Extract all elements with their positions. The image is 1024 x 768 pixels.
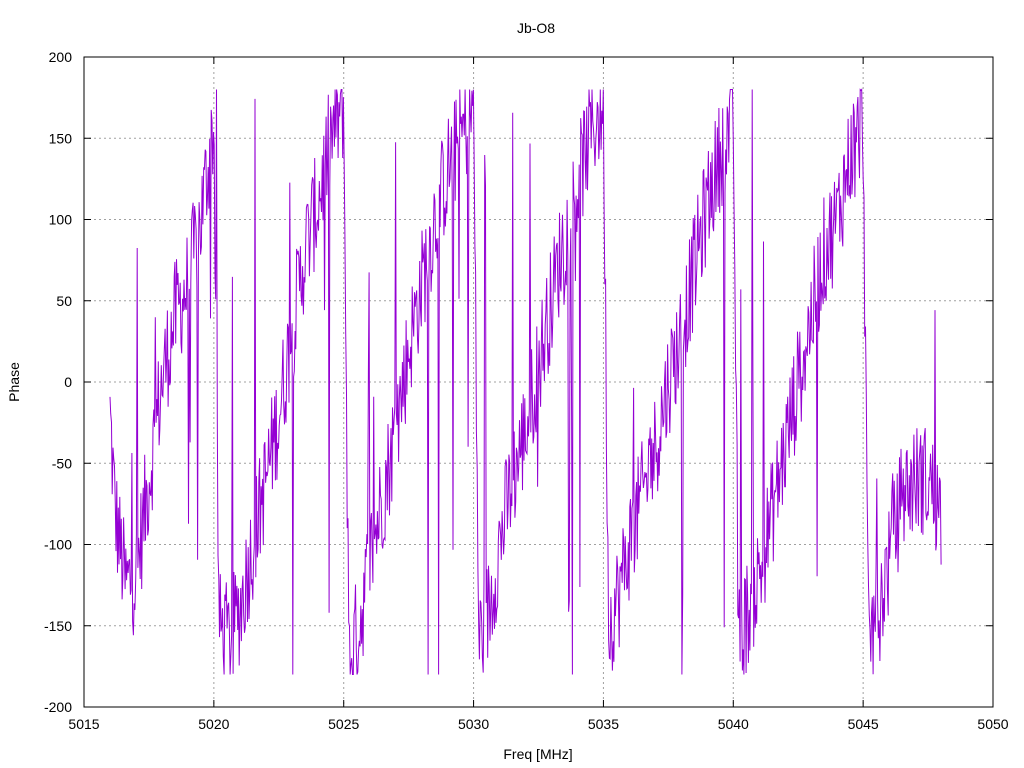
y-tick-label: -150 xyxy=(44,618,72,634)
chart-title: Jb-O8 xyxy=(517,20,555,36)
y-tick-label: 150 xyxy=(49,130,73,146)
series-layer xyxy=(109,88,942,675)
x-tick-label: 5015 xyxy=(68,716,99,732)
axis-ticks: 5015 5020 5025 5030 5035 5040 5045 5050 -200 -150… xyxy=(44,49,1009,732)
y-tick-label: -100 xyxy=(44,537,72,553)
y-axis-label: Phase xyxy=(6,362,22,402)
x-tick-label: 5045 xyxy=(848,716,879,732)
grid-lines xyxy=(84,57,993,707)
x-tick-label: 5020 xyxy=(198,716,229,732)
x-tick-label: 5035 xyxy=(588,716,619,732)
x-tick-label: 5040 xyxy=(718,716,749,732)
phase-series-line xyxy=(109,88,942,675)
x-tick-label: 5050 xyxy=(977,716,1008,732)
y-tick-label: 50 xyxy=(56,293,72,309)
x-axis-label: Freq [MHz] xyxy=(503,746,572,762)
y-tick-label: 0 xyxy=(64,374,72,390)
y-tick-label: -50 xyxy=(52,455,72,471)
x-tick-label: 5025 xyxy=(328,716,359,732)
y-tick-label: 200 xyxy=(49,49,73,65)
y-tick-label: -200 xyxy=(44,699,72,715)
x-tick-label: 5030 xyxy=(458,716,489,732)
y-tick-label: 100 xyxy=(49,212,73,228)
